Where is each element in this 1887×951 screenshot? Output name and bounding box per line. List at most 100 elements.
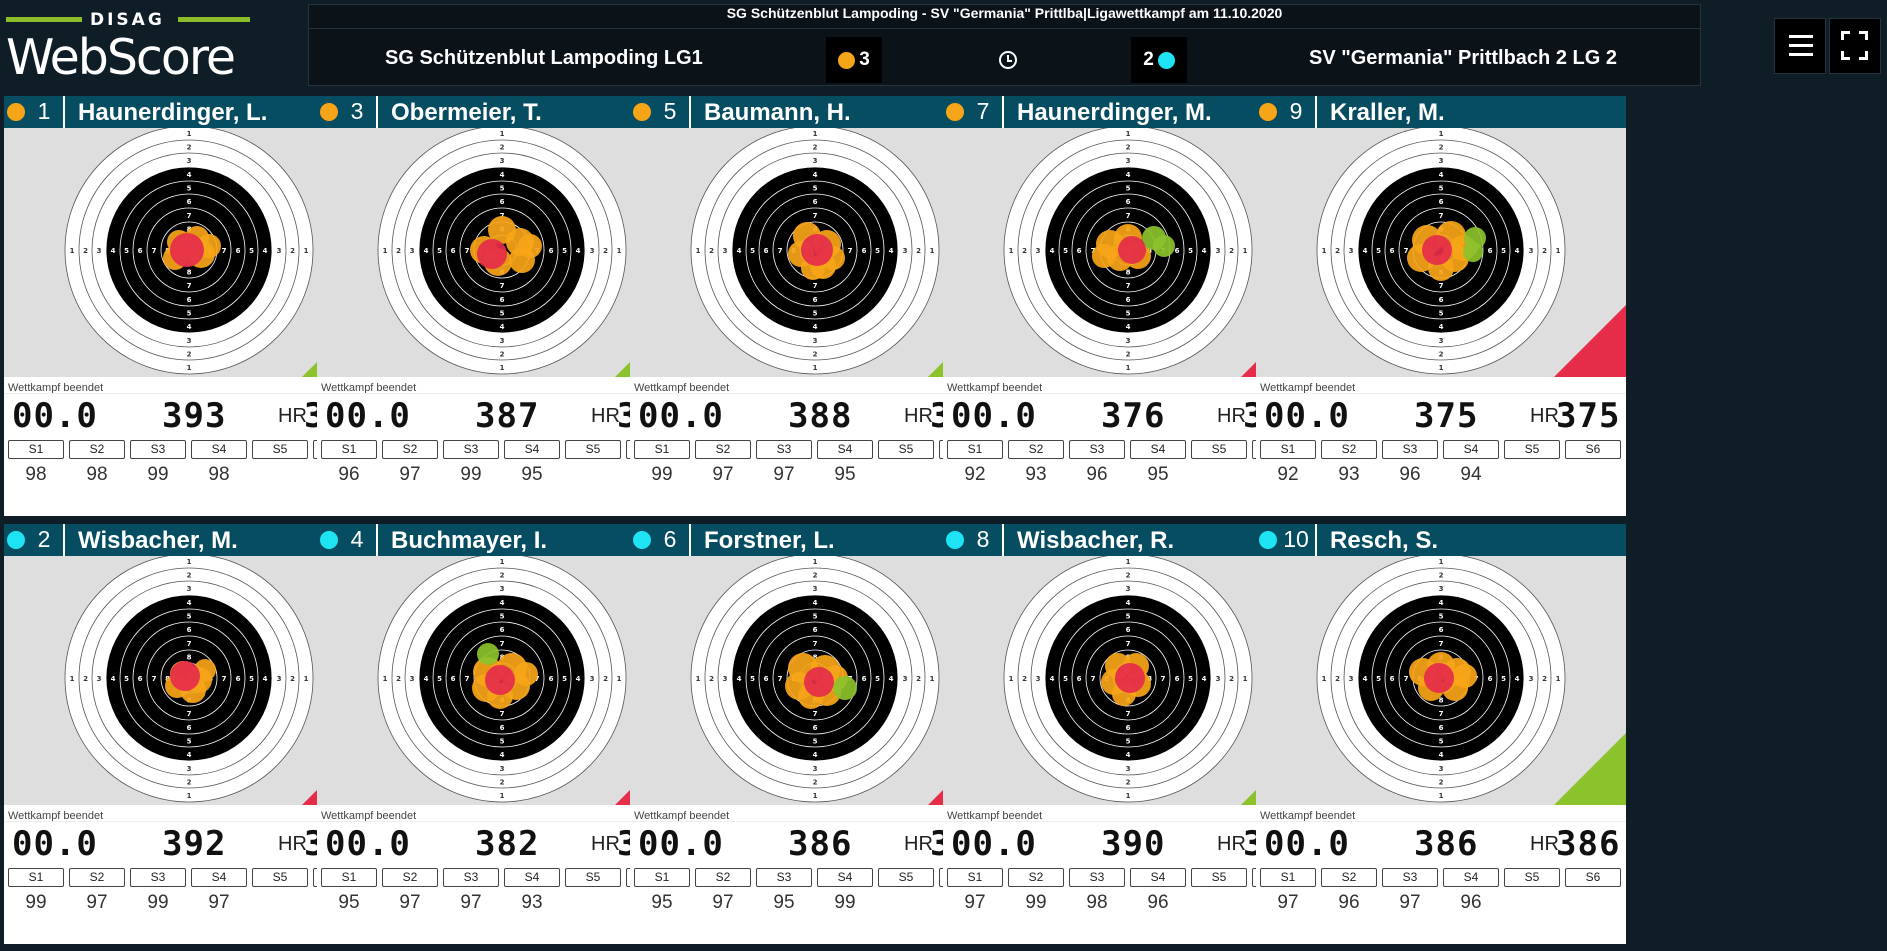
svg-text:2: 2: [813, 572, 818, 580]
series-button-s2[interactable]: S2: [1321, 440, 1377, 459]
svg-text:7: 7: [465, 675, 470, 683]
series-button-s1[interactable]: S1: [634, 868, 690, 887]
svg-text:4: 4: [1050, 247, 1055, 255]
series-button-s1[interactable]: S1: [1260, 440, 1316, 459]
svg-text:4: 4: [187, 599, 192, 607]
series-button-s2[interactable]: S2: [1008, 440, 1064, 459]
series-button-s5[interactable]: S5: [1504, 868, 1560, 887]
series-button-s5[interactable]: S5: [1191, 868, 1247, 887]
series-value-s1: 99: [651, 464, 673, 485]
series-button-s1[interactable]: S1: [8, 440, 64, 459]
competition-status: Wettkampf beendet: [634, 810, 730, 822]
series-button-s3[interactable]: S3: [130, 440, 186, 459]
series-value-s1: 97: [1277, 892, 1299, 913]
series-button-s5[interactable]: S5: [252, 868, 308, 887]
shooter-position: 5: [663, 98, 677, 124]
svg-text:6: 6: [862, 675, 867, 683]
series-button-s3[interactable]: S3: [756, 440, 812, 459]
svg-text:2: 2: [1542, 675, 1547, 683]
series-button-s3[interactable]: S3: [1382, 440, 1438, 459]
competition-status: Wettkampf beendet: [947, 810, 1043, 822]
svg-text:1: 1: [1556, 675, 1561, 683]
svg-text:7: 7: [187, 212, 192, 220]
series-button-s2[interactable]: S2: [695, 440, 751, 459]
series-button-s5[interactable]: S5: [878, 440, 934, 459]
svg-text:2: 2: [187, 351, 192, 359]
hamburger-menu-icon[interactable]: [1774, 18, 1826, 74]
series-button-s4[interactable]: S4: [1443, 868, 1499, 887]
team-color-dot: [946, 103, 964, 121]
logo-webscore-text: WebScore: [6, 29, 236, 86]
svg-text:1: 1: [1439, 792, 1444, 800]
series-button-s4[interactable]: S4: [1130, 868, 1186, 887]
series-button-s4[interactable]: S4: [504, 440, 560, 459]
svg-text:7: 7: [1161, 675, 1166, 683]
series-button-s3[interactable]: S3: [756, 868, 812, 887]
series-button-s2[interactable]: S2: [69, 868, 125, 887]
series-button-s3[interactable]: S3: [1382, 868, 1438, 887]
series-button-s2[interactable]: S2: [1008, 868, 1064, 887]
series-button-s3[interactable]: S3: [130, 868, 186, 887]
series-button-s2[interactable]: S2: [69, 440, 125, 459]
series-button-s4[interactable]: S4: [817, 440, 873, 459]
series-button-s5[interactable]: S5: [252, 440, 308, 459]
shooter-header: 10 Resch, S.: [1256, 524, 1626, 556]
series-button-s6[interactable]: S6: [1565, 440, 1621, 459]
svg-text:2: 2: [1126, 144, 1131, 152]
svg-text:1: 1: [304, 675, 309, 683]
svg-text:2: 2: [290, 247, 295, 255]
svg-text:1: 1: [930, 675, 935, 683]
series-button-s5[interactable]: S5: [1191, 440, 1247, 459]
series-button-s3[interactable]: S3: [443, 868, 499, 887]
series-button-s4[interactable]: S4: [504, 868, 560, 887]
series-button-s2[interactable]: S2: [382, 440, 438, 459]
series-button-s5[interactable]: S5: [878, 868, 934, 887]
svg-text:1: 1: [813, 130, 818, 138]
svg-text:5: 5: [500, 613, 505, 621]
svg-text:2: 2: [1439, 144, 1444, 152]
series-button-s6[interactable]: S6: [1565, 868, 1621, 887]
series-button-s5[interactable]: S5: [565, 440, 621, 459]
series-button-s4[interactable]: S4: [1443, 440, 1499, 459]
series-button-s2[interactable]: S2: [382, 868, 438, 887]
series-button-s1[interactable]: S1: [321, 868, 377, 887]
series-button-s4[interactable]: S4: [1130, 440, 1186, 459]
series-button-s1[interactable]: S1: [1260, 868, 1316, 887]
shot-time: 00.0: [1264, 396, 1350, 436]
svg-text:1: 1: [1126, 558, 1131, 566]
svg-text:1: 1: [500, 130, 505, 138]
svg-text:2: 2: [187, 779, 192, 787]
svg-text:8: 8: [813, 654, 818, 662]
fullscreen-icon[interactable]: [1829, 18, 1881, 74]
series-button-s4[interactable]: S4: [191, 868, 247, 887]
series-button-s1[interactable]: S1: [634, 440, 690, 459]
series-button-s4[interactable]: S4: [817, 868, 873, 887]
series-button-s1[interactable]: S1: [321, 440, 377, 459]
series-button-s2[interactable]: S2: [1321, 868, 1377, 887]
series-button-s5[interactable]: S5: [565, 868, 621, 887]
series-button-s3[interactable]: S3: [1069, 440, 1125, 459]
series-button-s1[interactable]: S1: [947, 868, 1003, 887]
series-button-s1[interactable]: S1: [8, 868, 64, 887]
svg-text:7: 7: [1126, 640, 1131, 648]
series-button-s3[interactable]: S3: [1069, 868, 1125, 887]
series-button-s4[interactable]: S4: [191, 440, 247, 459]
svg-text:6: 6: [1175, 675, 1180, 683]
series-value-s2: 97: [712, 464, 734, 485]
svg-text:2: 2: [1022, 675, 1027, 683]
series-value-s3: 99: [147, 892, 169, 913]
svg-text:6: 6: [500, 296, 505, 304]
series-button-s2[interactable]: S2: [695, 868, 751, 887]
series-button-s1[interactable]: S1: [947, 440, 1003, 459]
series-button-s5[interactable]: S5: [1504, 440, 1560, 459]
series-button-s3[interactable]: S3: [443, 440, 499, 459]
